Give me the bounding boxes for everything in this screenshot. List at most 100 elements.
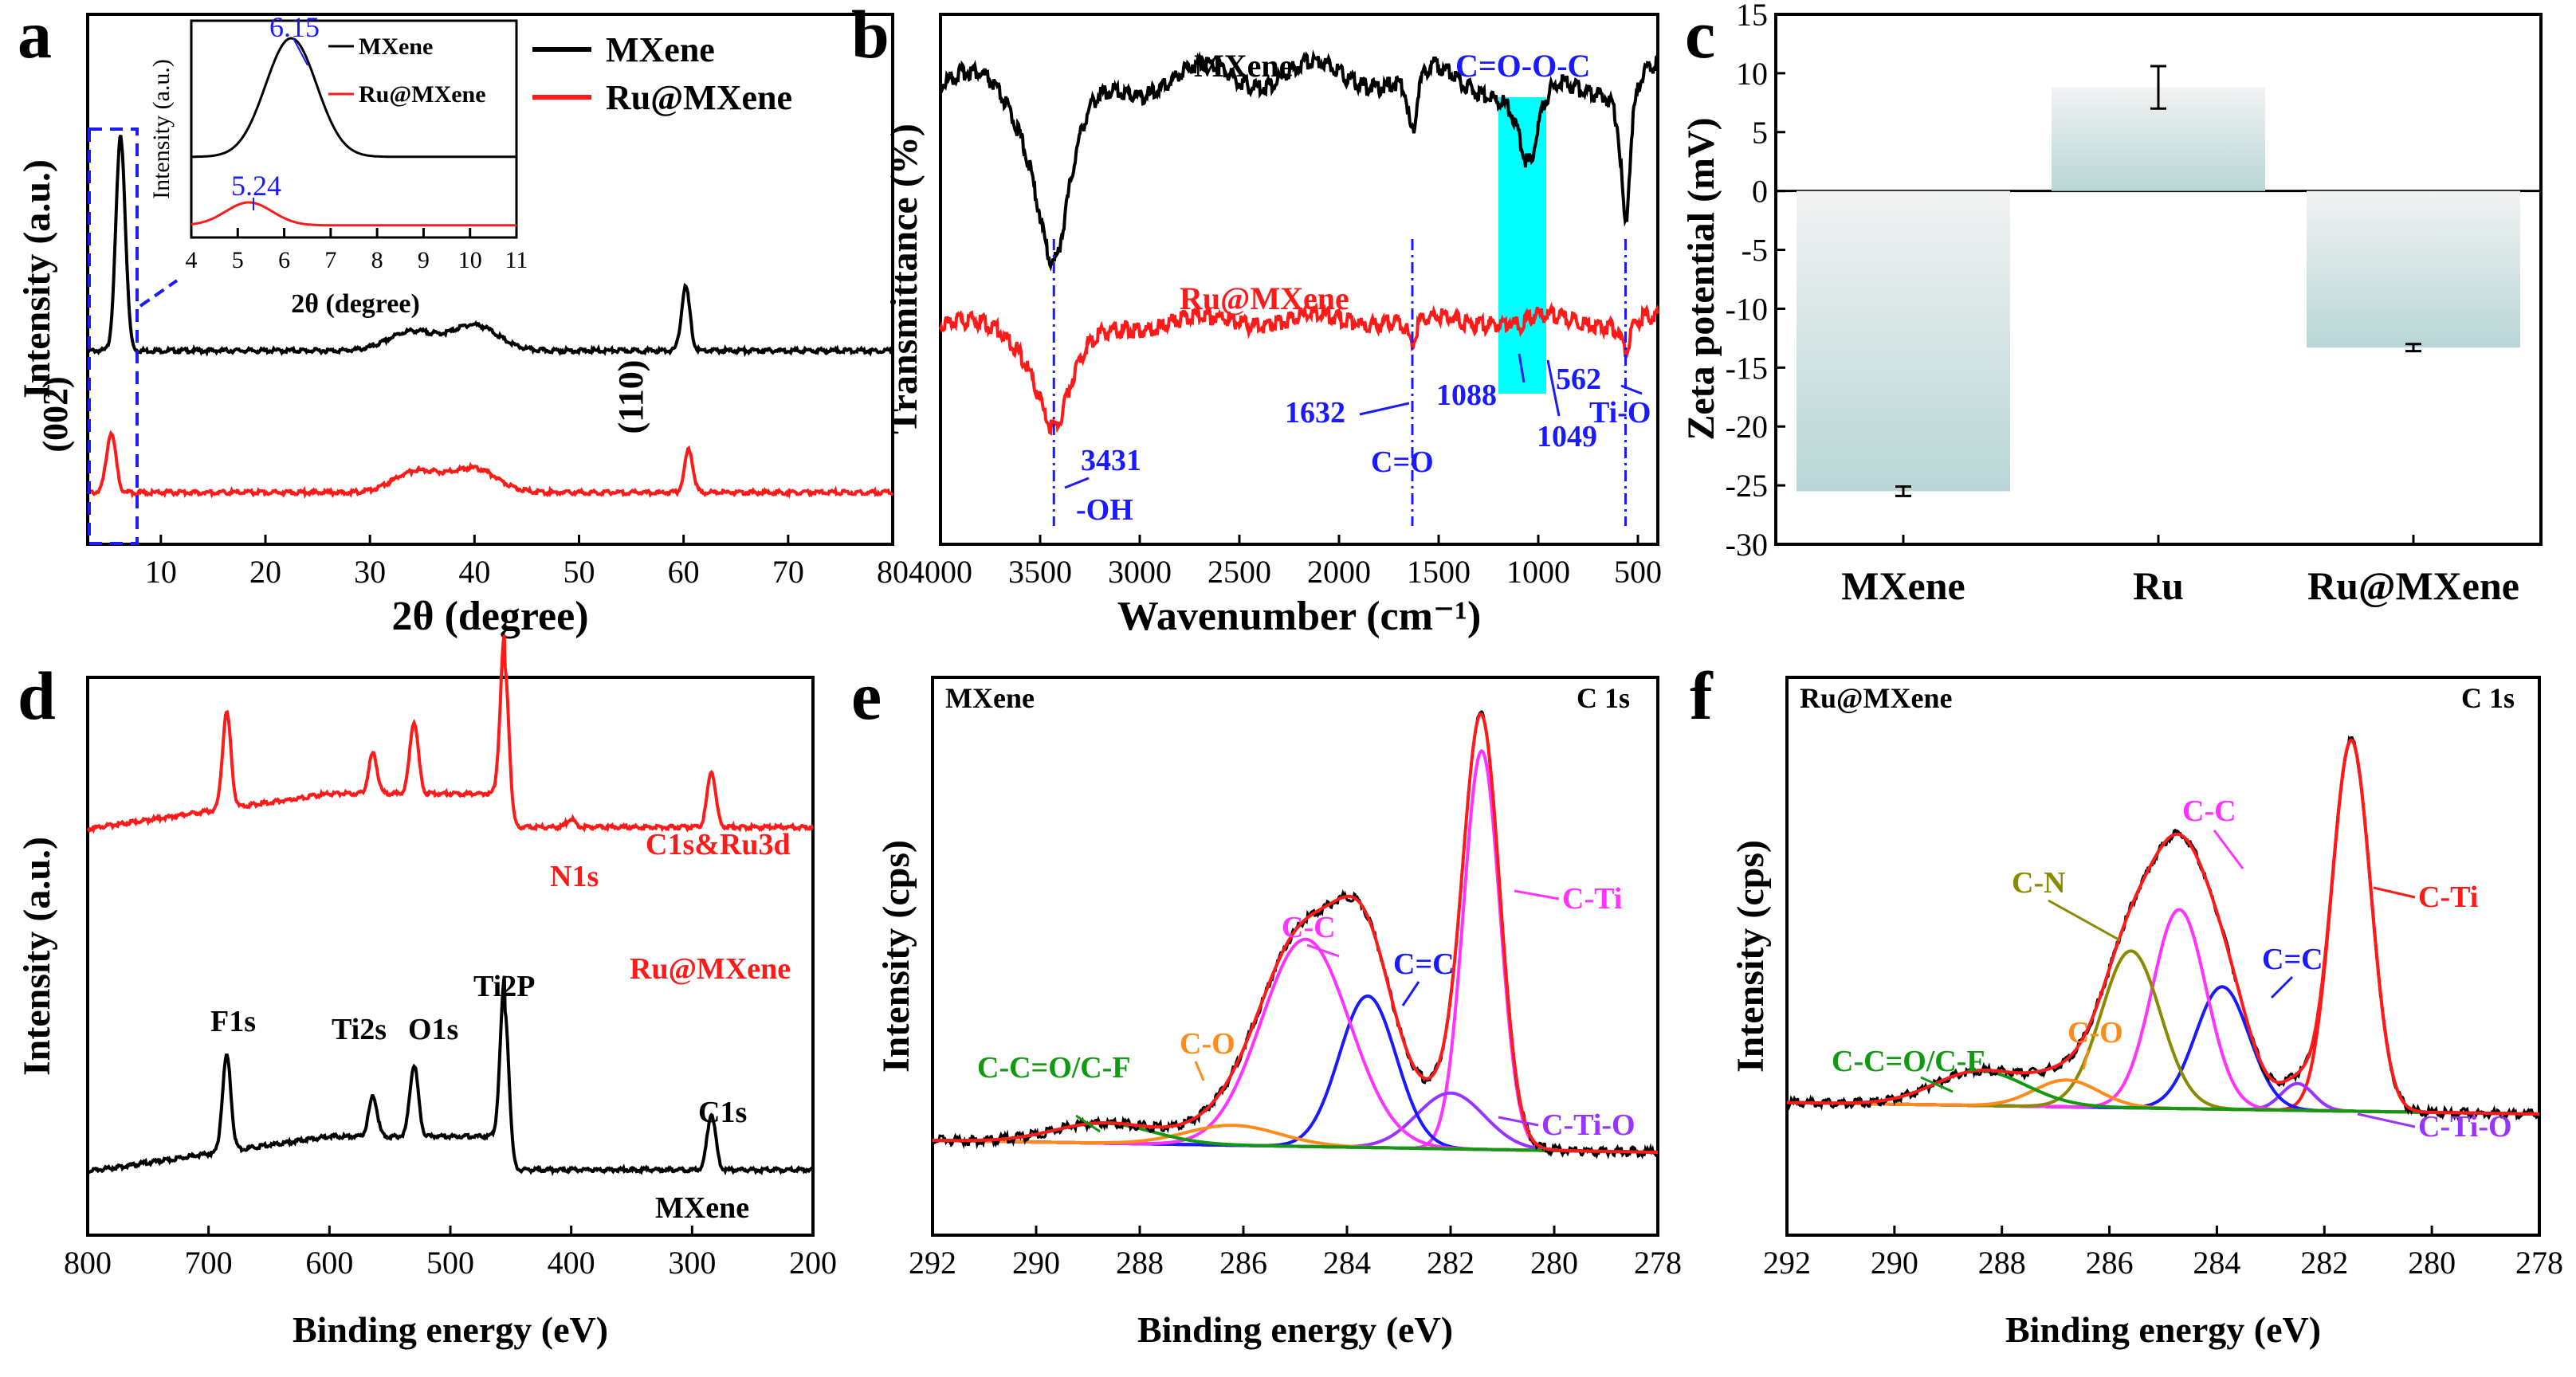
label-c-c-o-c-f: C-C=O/C-F (977, 1051, 1131, 1085)
bar-mxene (1797, 190, 2010, 492)
curves-f (1786, 735, 2541, 1122)
component-c-n (1787, 949, 2539, 1116)
ftir-curve-ru-mxene (939, 301, 1659, 436)
xtick-b-tick-label: 500 (1614, 554, 1662, 590)
ytick-label-c: -10 (1726, 291, 1768, 327)
inset-marker-6-15 (293, 37, 308, 66)
xticks-e: 292 290 288 286 284 282 280 278 (909, 1226, 1682, 1281)
xticks-f: 292 290 288 286 284 282 280 278 (1763, 1226, 2563, 1281)
inset-annot-6-15: 6.15 (269, 11, 320, 43)
xtick-d-tick-label: 300 (668, 1245, 716, 1281)
label-c-o: C-O (1180, 1027, 1235, 1061)
curves-b (939, 49, 1659, 436)
peak-label-f1s: F1s (210, 1005, 256, 1038)
xtick-a-tick-label: 20 (249, 554, 281, 590)
arrow-c-c (2270, 975, 2294, 999)
survey-curve-mxene (86, 975, 814, 1177)
ylabel-d: Intensity (a.u.) (16, 837, 58, 1076)
inset-curves (190, 37, 516, 227)
panel-e: e Intensity (cps) Binding energy (eV) MX… (851, 657, 1682, 1350)
peak-label-c1s: C1s (698, 1096, 747, 1129)
title-e: MXene (945, 682, 1035, 714)
peak-label-ti2s: Ti2s (332, 1013, 387, 1046)
zoom-pointer-line (139, 279, 179, 308)
label-c-o: C-O (2067, 1016, 2123, 1049)
xtick-e-tick-label: 280 (1530, 1245, 1578, 1281)
arrow-c-c (2213, 830, 2244, 869)
arrow-c-o (2082, 1049, 2090, 1070)
inset-xtick-tick-label: 9 (418, 247, 430, 273)
inset-annot-5-24: 5.24 (231, 170, 281, 202)
curves-e (931, 709, 1659, 1159)
label-c-ti: C-Ti (1562, 882, 1622, 916)
annot-1049: 1049 (1537, 420, 1597, 453)
ylabel-b: Transmittance (%) (883, 124, 925, 434)
inset-xticks: 4 5 6 7 8 9 10 11 (186, 228, 528, 273)
band-guides-b (1052, 239, 1627, 526)
xticks-b: 4000 3500 3000 2500 2000 1500 1000 500 (909, 535, 1662, 590)
xtick-f-tick-label: 288 (1978, 1245, 2026, 1281)
inset-xtick-tick-label: 6 (278, 247, 290, 273)
series-label-ru-mxene-b: Ru@MXene (1180, 280, 1349, 316)
xticks-a: 10 20 30 40 50 60 70 80 (145, 535, 909, 590)
xlabel-b: Wavenumber (cm⁻¹) (1117, 594, 1482, 639)
xtick-b-tick-label: 1500 (1407, 554, 1471, 590)
arrow-c-n (2048, 899, 2121, 942)
envelope-f (1787, 738, 2539, 1116)
inset-xlabel: 2θ (degree) (291, 289, 420, 319)
axes-frame-e (931, 676, 1659, 1237)
arrow-3431 (1064, 477, 1090, 489)
axes-frame-b (939, 13, 1659, 546)
xtick-b-tick-label: 2500 (1208, 554, 1271, 590)
xlabel-f: Binding energy (eV) (2005, 1309, 2321, 1350)
series-label-mxene-d: MXene (655, 1191, 749, 1225)
xtick-d-tick-label: 800 (64, 1245, 112, 1281)
label-c-c: C-C (1282, 911, 1336, 944)
xtick-e-tick-label: 284 (1323, 1245, 1371, 1281)
annot-co: C=O (1371, 445, 1434, 479)
label-c-ti: C-Ti (2418, 881, 2478, 914)
inset-xtick-tick-label: 11 (505, 247, 528, 273)
xlabel-e: Binding energy (eV) (1137, 1309, 1453, 1350)
peak-label-n1s: N1s (550, 860, 599, 893)
inset-curve-mxene (191, 37, 516, 159)
inset-frame (190, 19, 518, 239)
xtick-a-tick-label: 10 (145, 554, 177, 590)
xtick-b-tick-label: 1000 (1506, 554, 1570, 590)
peak-label-o1s: O1s (408, 1013, 458, 1046)
panel-f: f Intensity (cps) Binding energy (eV) Ru… (1690, 657, 2563, 1350)
ytick-label-c: -20 (1726, 409, 1768, 445)
arrow-c-c-o-c-f (1920, 1076, 1954, 1093)
panel-letter-e: e (851, 657, 882, 734)
xtick-b-tick-label: 3500 (1008, 554, 1072, 590)
xtick-b-tick-label: 4000 (909, 554, 972, 590)
category-label-ru: Ru (2133, 563, 2184, 608)
xtick-a-tick-label: 60 (668, 554, 700, 590)
ytick-label-c: 10 (1736, 56, 1768, 92)
xtick-f-tick-label: 284 (2193, 1245, 2240, 1281)
panel-letter-c: c (1685, 0, 1715, 73)
panel-c: c Zeta potential (mV) 15 10 5 0 -5 -10 -15 -20 -… (1680, 0, 2543, 608)
inset-ylabel: Intensity (a.u.) (148, 59, 175, 199)
peak-label-002: (002) (36, 376, 75, 452)
xtick-a-tick-label: 30 (354, 554, 386, 590)
annotations-b: 3431 -OH 1632 C=O 1088 1049 562 Ti-O (1076, 363, 1651, 527)
arrow-1049 (1546, 359, 1561, 417)
arrow-c-c (1401, 981, 1420, 1006)
title-f: Ru@MXene (1800, 682, 1952, 714)
component-c-c (1787, 908, 2539, 1116)
panel-a: a Intensity (a.u.) 2θ (degree) 10 20 30 40 5… (16, 0, 909, 639)
legend-label-mxene: MXene (606, 30, 715, 69)
xlabel-d: Binding energy (eV) (293, 1309, 608, 1350)
bar-ru-mxene (2307, 190, 2520, 348)
ytick-label-c: -5 (1742, 233, 1768, 269)
xtick-b-tick-label: 2000 (1307, 554, 1371, 590)
xrd-curve-mxene (86, 134, 894, 358)
ytick-label-c: 5 (1752, 115, 1768, 151)
arrow-1632 (1359, 402, 1410, 416)
peak-label-110: (110) (611, 360, 650, 434)
bars-c (1797, 65, 2520, 497)
ylabel-e: Intensity (cps) (875, 840, 917, 1073)
annot-oh: -OH (1076, 493, 1133, 527)
